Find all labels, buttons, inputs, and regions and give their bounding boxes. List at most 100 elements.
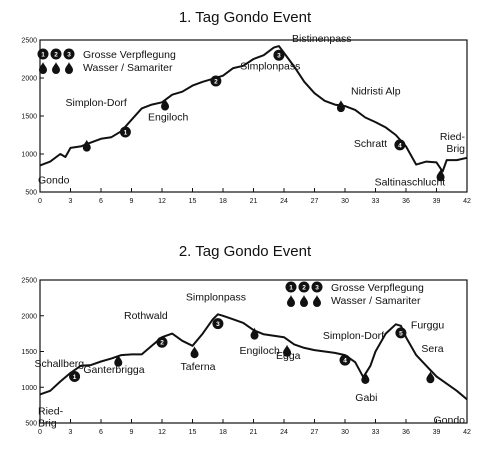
x-tick-label: 15 — [189, 429, 197, 436]
legend-food-marker: 2 — [298, 281, 310, 293]
food-station-marker: 5 — [395, 327, 407, 339]
place-label: Gabi — [355, 392, 377, 404]
place-label: Saltinaschlucht — [375, 176, 446, 188]
place-label: Simplonpass — [240, 61, 300, 73]
place-label: Taferna — [181, 361, 216, 373]
x-tick-label: 18 — [219, 429, 227, 436]
y-tick-label: 1000 — [21, 152, 37, 159]
food-station-marker-circle — [119, 126, 131, 138]
food-station-marker-circle — [156, 336, 168, 348]
x-tick-label: 6 — [99, 429, 103, 436]
x-tick-label: 0 — [38, 429, 42, 436]
x-tick-label: 9 — [130, 429, 134, 436]
place-label: Gondo — [38, 174, 70, 186]
place-label: Brig — [38, 417, 57, 429]
x-tick-label: 39 — [433, 198, 441, 205]
y-tick-label: 2500 — [21, 38, 37, 45]
place-label: Ganterbrigga — [83, 364, 144, 376]
x-tick-label: 24 — [280, 429, 288, 436]
x-tick-label: 42 — [463, 429, 471, 436]
x-tick-label: 33 — [372, 429, 380, 436]
legend-food-marker-number: 1 — [289, 284, 293, 291]
food-station-marker: 1 — [119, 126, 131, 138]
legend-food-label: Grosse Verpflegung — [331, 282, 424, 294]
legend-water-drop-icon — [300, 295, 308, 307]
legend-water-drop-icon — [39, 62, 47, 74]
legend-food-marker-number: 3 — [67, 51, 71, 58]
legend-food-marker-number: 3 — [315, 284, 319, 291]
x-tick-label: 24 — [280, 198, 288, 205]
x-tick-label: 21 — [250, 429, 258, 436]
water-drop-icon — [190, 346, 199, 359]
water-drop-icon — [436, 169, 445, 182]
legend-food-label: Grosse Verpflegung — [83, 49, 176, 61]
legend-food-marker: 2 — [50, 48, 62, 60]
food-station-marker: 3 — [212, 318, 224, 330]
x-tick-label: 6 — [99, 198, 103, 205]
legend-food-marker-circle — [285, 281, 297, 293]
food-station-marker: 4 — [394, 139, 406, 151]
place-label: Engiloch — [148, 111, 188, 123]
legend-water-drop-icon — [52, 62, 60, 74]
place-label: Bistinenpass — [292, 33, 352, 45]
water-drop-icon — [361, 371, 370, 384]
place-label: Simplonpass — [186, 291, 246, 303]
water-drop-icon — [336, 100, 345, 113]
y-tick-label: 500 — [25, 421, 37, 428]
x-tick-label: 18 — [219, 198, 227, 205]
water-drop-icon — [114, 354, 123, 367]
x-tick-label: 30 — [341, 198, 349, 205]
food-station-marker-number: 1 — [124, 129, 128, 136]
legend-water-drop-icon — [313, 295, 321, 307]
legend-food-marker: 3 — [311, 281, 323, 293]
x-tick-label: 21 — [250, 198, 258, 205]
x-tick-label: 12 — [158, 198, 166, 205]
food-station-marker-circle — [395, 327, 407, 339]
food-station-marker-circle — [210, 75, 222, 87]
food-station-marker-number: 4 — [343, 357, 347, 364]
legend-food-marker: 1 — [285, 281, 297, 293]
x-tick-label: 3 — [69, 198, 73, 205]
x-tick-label: 42 — [463, 198, 471, 205]
chart-title-day1: 1. Tag Gondo Event — [178, 9, 312, 26]
food-station-marker: 3 — [273, 49, 285, 61]
x-tick-label: 36 — [402, 429, 410, 436]
food-station-marker-number: 3 — [277, 53, 281, 60]
water-drop-icon — [250, 327, 259, 340]
x-tick-label: 0 — [38, 198, 42, 205]
x-tick-label: 9 — [130, 198, 134, 205]
legend-food-marker: 1 — [37, 48, 49, 60]
water-drop-icon — [161, 98, 170, 111]
food-station-marker: 2 — [156, 336, 168, 348]
y-tick-label: 2000 — [21, 313, 37, 320]
legend-food-marker: 3 — [63, 48, 75, 60]
water-drop-icon — [82, 139, 91, 152]
place-label: Simplon-Dorf — [323, 330, 384, 342]
legend-food-marker-number: 2 — [302, 284, 306, 291]
food-station-marker-number: 3 — [216, 321, 220, 328]
water-drop-icon — [283, 344, 292, 357]
place-label: Simplon-Dorf — [66, 97, 127, 109]
chart-title-day2: 2. Tag Gondo Event — [178, 243, 312, 260]
legend-water-drop-icon — [287, 295, 295, 307]
place-label: Engiloch — [240, 345, 280, 357]
x-tick-label: 30 — [341, 429, 349, 436]
x-tick-label: 3 — [69, 429, 73, 436]
food-station-marker-number: 2 — [160, 340, 164, 347]
legend-food-marker-circle — [50, 48, 62, 60]
place-label: Schallberg — [35, 358, 85, 370]
y-tick-label: 2500 — [21, 278, 37, 285]
food-station-marker-number: 2 — [214, 78, 218, 85]
x-tick-label: 12 — [158, 429, 166, 436]
legend-water-label: Wasser / Samariter — [83, 62, 173, 74]
food-station-marker: 1 — [69, 371, 81, 383]
place-label: Nidristi Alp — [351, 86, 401, 98]
legend-food-marker-number: 2 — [54, 51, 58, 58]
x-tick-label: 36 — [402, 198, 410, 205]
place-label: Furggu — [411, 319, 444, 331]
y-tick-label: 1500 — [21, 349, 37, 356]
place-label: Rothwald — [124, 310, 168, 322]
